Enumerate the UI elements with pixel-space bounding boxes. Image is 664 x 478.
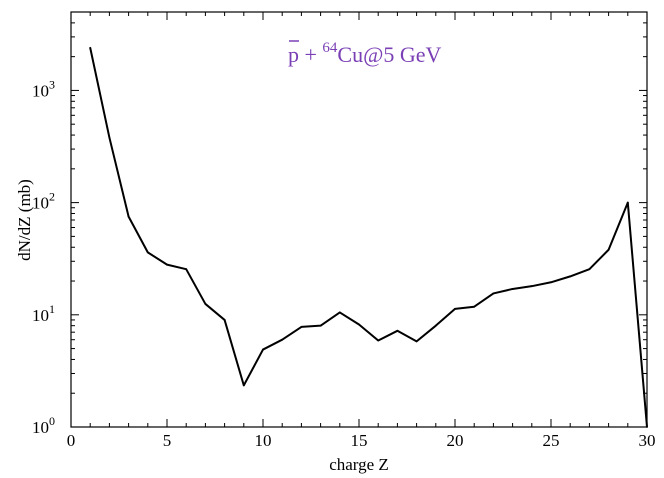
x-axis-label: charge Z bbox=[329, 455, 389, 474]
data-point bbox=[166, 263, 168, 266]
data-point bbox=[511, 288, 514, 290]
data-point bbox=[396, 329, 399, 332]
axes: 0 5 10 15 20 25 30 100 101 102 103 bbox=[32, 11, 656, 450]
y-tick-label: 103 bbox=[32, 77, 55, 100]
target-and-energy: Cu@5 GeV bbox=[337, 42, 441, 67]
x-tick-label: 20 bbox=[447, 431, 464, 450]
data-point bbox=[434, 324, 437, 327]
data-point bbox=[281, 338, 284, 341]
data-point bbox=[530, 285, 533, 288]
data-point bbox=[415, 340, 418, 343]
data-point bbox=[262, 348, 264, 351]
data-point bbox=[569, 275, 572, 278]
data-point bbox=[358, 323, 360, 326]
reaction-annotation: p + 64Cu@5 GeV bbox=[288, 40, 442, 67]
data-point bbox=[588, 268, 591, 271]
antiproton-symbol: p bbox=[288, 42, 299, 67]
data-point bbox=[223, 319, 226, 321]
data-point bbox=[204, 303, 207, 305]
x-tick-label: 25 bbox=[543, 431, 560, 450]
data-point bbox=[607, 248, 610, 251]
y-tick-label: 100 bbox=[32, 414, 55, 437]
data-point bbox=[338, 311, 341, 314]
plot-frame bbox=[70, 11, 648, 428]
data-point bbox=[108, 136, 111, 139]
x-tick-label: 10 bbox=[255, 431, 272, 450]
data-point bbox=[146, 251, 149, 254]
data-point bbox=[550, 281, 552, 284]
data-point bbox=[300, 326, 303, 328]
series-line bbox=[89, 47, 648, 428]
data-point bbox=[185, 268, 188, 271]
x-tick-label: 15 bbox=[351, 431, 368, 450]
data-point bbox=[242, 384, 245, 387]
data-point bbox=[626, 201, 629, 204]
annotation: p + 64Cu@5 GeV bbox=[288, 40, 442, 67]
x-tick-label: 5 bbox=[163, 431, 172, 450]
data-point bbox=[127, 215, 130, 218]
data-point bbox=[89, 46, 92, 49]
y-tick-label: 101 bbox=[32, 302, 55, 325]
plot-area bbox=[89, 46, 648, 428]
annotation-plus: + bbox=[299, 42, 322, 67]
data-point bbox=[473, 305, 476, 308]
x-tick-label: 0 bbox=[67, 431, 76, 450]
mass-number: 64 bbox=[322, 40, 338, 56]
data-point bbox=[492, 292, 495, 295]
data-point bbox=[377, 339, 380, 342]
y-tick-label: 102 bbox=[32, 190, 55, 213]
x-tick-label: 30 bbox=[639, 431, 656, 450]
data-point bbox=[319, 324, 322, 327]
data-point bbox=[454, 307, 456, 310]
y-axis-label: dN/dZ (mb) bbox=[15, 179, 34, 261]
